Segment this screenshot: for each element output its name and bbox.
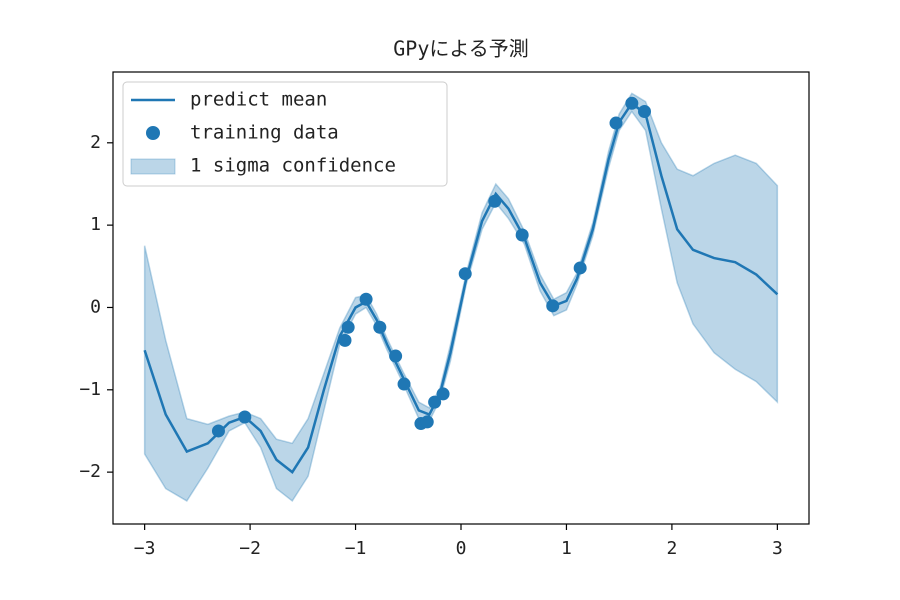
- legend-patch: [130, 158, 176, 175]
- data-point: [397, 377, 411, 391]
- data-point: [341, 320, 355, 334]
- data-point: [488, 194, 502, 208]
- x-tick-label: −3: [134, 538, 156, 559]
- x-tick-label: 3: [772, 538, 783, 559]
- x-tick-label: 2: [666, 538, 677, 559]
- data-point: [338, 333, 352, 347]
- data-point: [420, 415, 434, 429]
- x-tick-label: −2: [239, 538, 261, 559]
- y-tick-label: 0: [90, 296, 101, 317]
- x-tick-label: 1: [561, 538, 572, 559]
- y-tick-label: 2: [90, 132, 101, 153]
- data-point: [428, 395, 442, 409]
- confidence-band: [143, 92, 779, 503]
- mean-line: [143, 101, 779, 474]
- data-point: [546, 299, 560, 313]
- data-point: [238, 410, 252, 424]
- data-point: [359, 292, 373, 306]
- x-tick-label: 0: [456, 538, 467, 559]
- data-point: [373, 320, 387, 334]
- legend-label: predict mean: [190, 89, 327, 111]
- y-tick-label: 1: [90, 214, 101, 235]
- plot-area: [143, 92, 779, 503]
- data-point: [211, 424, 225, 438]
- y-tick-label: −1: [79, 379, 101, 400]
- data-point: [458, 267, 472, 281]
- data-point: [389, 349, 403, 363]
- legend-label: 1 sigma confidence: [190, 155, 396, 177]
- legend-marker: [146, 126, 160, 140]
- x-tick-label: −1: [345, 538, 367, 559]
- legend-label: training data: [190, 122, 339, 144]
- chart-title: GPyによる予測: [393, 37, 529, 61]
- legend-box: [122, 81, 448, 187]
- data-point: [637, 105, 651, 119]
- data-point: [625, 96, 639, 110]
- data-point: [436, 387, 450, 401]
- y-tick-label: −2: [79, 461, 101, 482]
- data-point: [515, 228, 529, 242]
- data-point: [573, 261, 587, 275]
- data-point: [609, 116, 623, 130]
